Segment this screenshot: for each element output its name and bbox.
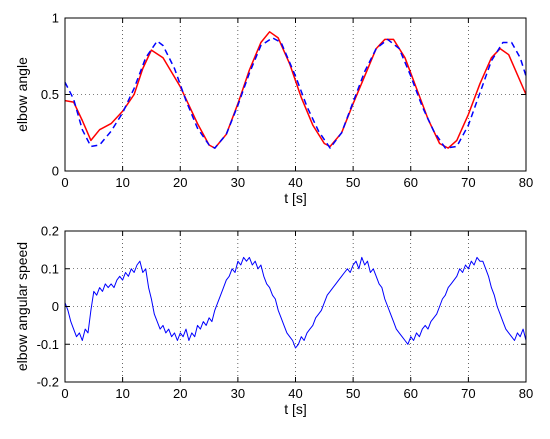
x-tick-label: 10 [115, 175, 129, 190]
x-axis-label: t [s] [284, 401, 307, 417]
x-tick-label: 50 [346, 175, 360, 190]
x-tick-label: 50 [346, 386, 360, 401]
y-tick-label: -0.1 [37, 337, 59, 352]
y-tick-label: -0.2 [37, 375, 59, 390]
series-line-1 [64, 256, 527, 349]
x-tick-label: 10 [115, 386, 129, 401]
x-tick-label: 70 [461, 386, 475, 401]
x-tick-label: 30 [231, 386, 245, 401]
x-tick-label: 40 [288, 175, 302, 190]
x-tick-label: 20 [173, 386, 187, 401]
y-tick-label: 0 [52, 164, 59, 179]
x-tick-label: 0 [61, 386, 68, 401]
y-axis-label: elbow angular speed [14, 242, 30, 371]
y-tick-label: 0.5 [41, 87, 59, 102]
series-line-1 [64, 31, 527, 149]
angle-panel: 0 10 20 30 40 50 60 70 80 0 0.5 1 t [s] elbow angle [14, 11, 533, 207]
x-tick-label: 0 [61, 175, 68, 190]
series-line-2 [64, 37, 527, 149]
x-tick-label: 20 [173, 175, 187, 190]
y-tick-label: 0.1 [41, 261, 59, 276]
x-tick-label: 60 [404, 386, 418, 401]
x-tick-label: 60 [404, 175, 418, 190]
y-axis-label: elbow angle [14, 57, 30, 132]
x-tick-label: 80 [519, 175, 533, 190]
y-tick-label: 0.2 [41, 224, 59, 239]
x-axis-label: t [s] [284, 190, 307, 206]
y-tick-label: 1 [52, 11, 59, 26]
x-tick-label: 80 [519, 386, 533, 401]
x-tick-label: 40 [288, 386, 302, 401]
x-tick-label: 70 [461, 175, 475, 190]
y-tick-label: 0 [52, 299, 59, 314]
x-tick-label: 30 [231, 175, 245, 190]
speed-panel: 0 10 20 30 40 50 60 70 80 -0.2 -0.1 0 0.1 0.2 t [s] elb… [14, 224, 533, 418]
